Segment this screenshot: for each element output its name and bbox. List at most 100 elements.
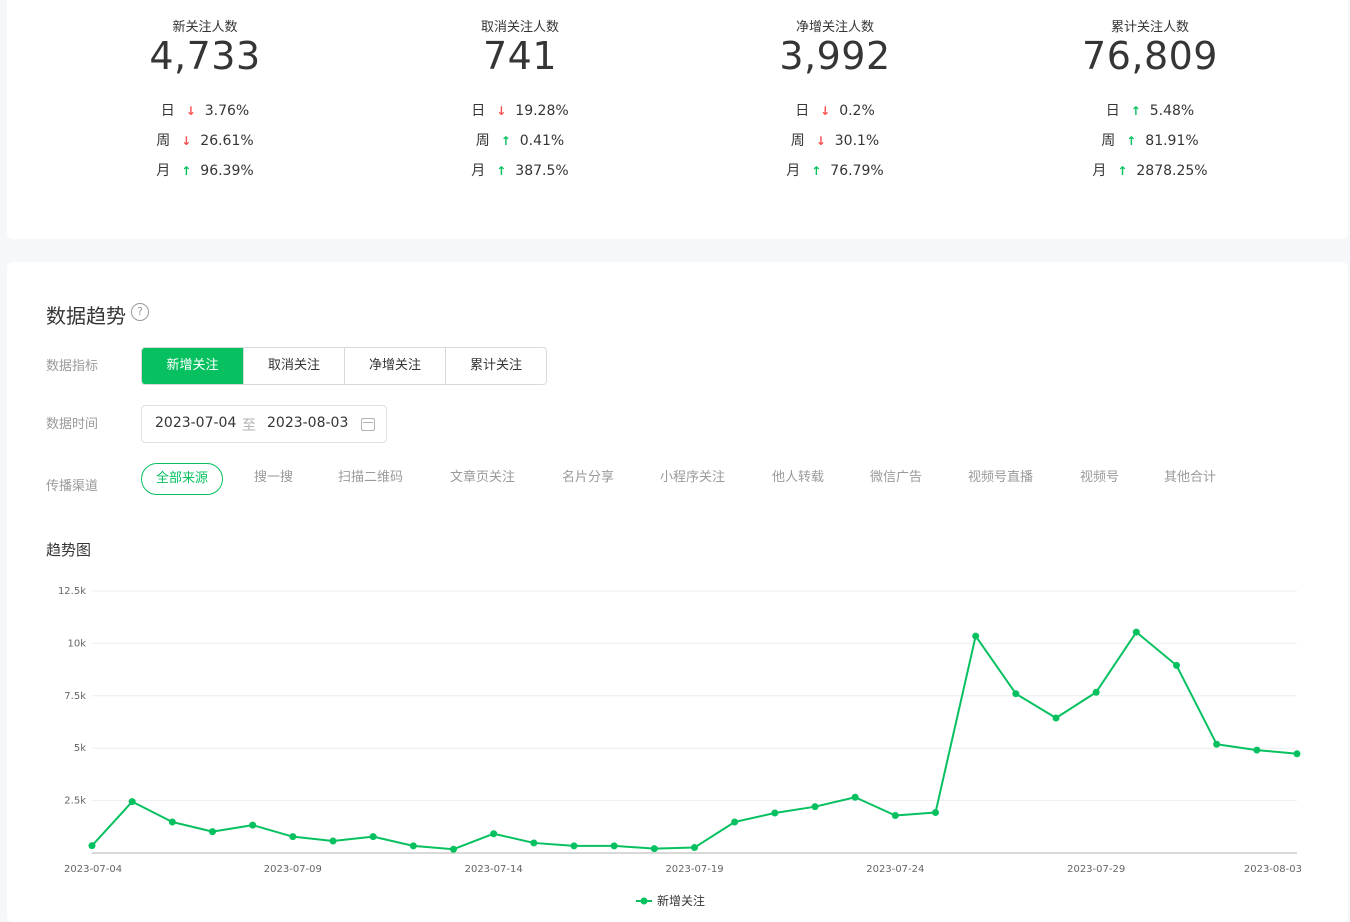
date-range-picker[interactable]: 2023-07-04 至 2023-08-03 <box>141 405 387 443</box>
data-point <box>1173 661 1180 669</box>
data-point <box>691 844 698 852</box>
stat-title: 取消关注人数 <box>480 20 559 35</box>
data-point <box>369 833 377 841</box>
trend-arrow-icon: ↓ <box>815 134 826 148</box>
trend-arrow-icon: ↓ <box>185 104 196 118</box>
channel-chip-miniprogram[interactable]: 小程序关注 <box>660 470 726 485</box>
stats-card: 新关注人数 4,733 日 ↓ 3.76% 周 ↓ 26.61% 月 ↑ 96.39% 取消… <box>7 0 1348 239</box>
time-label: 数据时间 <box>46 417 99 432</box>
y-tick-label: 2.5k <box>64 796 86 807</box>
x-tick-label: 2023-07-29 <box>1067 864 1125 875</box>
x-tick-label: 2023-07-09 <box>264 864 322 875</box>
trend-arrow-icon: ↑ <box>500 134 511 148</box>
calendar-icon[interactable] <box>361 418 375 431</box>
metric-button-unfollow[interactable]: 取消关注 <box>243 348 344 384</box>
legend-marker <box>640 897 648 905</box>
data-point <box>1092 688 1100 696</box>
x-tick-label: 2023-07-04 <box>64 864 122 875</box>
data-point <box>1253 746 1261 754</box>
stat-value: 741 <box>482 34 558 78</box>
trend-card: 数据趋势 ? 数据指标 新增关注 取消关注 净增关注 累计关注 数据时间 202… <box>7 262 1348 922</box>
stat-row-week: 周 ↑ 81.91% <box>1101 133 1199 149</box>
trend-arrow-icon: ↑ <box>811 164 822 178</box>
stat-row-week: 周 ↑ 0.41% <box>475 133 565 149</box>
channel-chip-article[interactable]: 文章页关注 <box>450 470 516 485</box>
channel-chip-card[interactable]: 名片分享 <box>562 470 615 485</box>
x-tick-label: 2023-07-14 <box>465 864 523 875</box>
channel-chip-repost[interactable]: 他人转载 <box>772 470 825 485</box>
stat-row-month: 月 ↑ 2878.25% <box>1092 163 1208 179</box>
data-point <box>530 839 538 847</box>
data-point <box>209 828 216 836</box>
stat-title: 净增关注人数 <box>795 20 874 35</box>
metric-button-new[interactable]: 新增关注 <box>142 348 243 384</box>
trend-arrow-icon: ↑ <box>181 164 192 178</box>
data-point <box>168 818 176 826</box>
date-end[interactable]: 2023-08-03 <box>267 415 349 431</box>
trend-arrow-icon: ↑ <box>1126 134 1137 148</box>
trend-arrow-icon: ↓ <box>496 104 507 118</box>
channel-chip-ads[interactable]: 微信广告 <box>870 470 923 485</box>
y-tick-label: 10k <box>67 638 86 649</box>
y-tick-label: 5k <box>74 743 86 754</box>
data-point <box>128 798 136 806</box>
data-point <box>610 842 618 850</box>
x-tick-label: 2023-08-03 <box>1244 864 1302 875</box>
date-start[interactable]: 2023-07-04 <box>155 415 237 431</box>
legend-label: 新增关注 <box>657 893 705 908</box>
section-title: 数据趋势 <box>46 304 126 328</box>
chart-title: 趋势图 <box>46 541 92 559</box>
stat-value: 4,733 <box>149 34 261 78</box>
stat-value: 3,992 <box>779 34 891 78</box>
data-point <box>1052 714 1060 722</box>
data-point <box>88 842 96 850</box>
channel-chip-live[interactable]: 视频号直播 <box>968 470 1034 485</box>
channel-chip-all[interactable]: 全部来源 <box>141 463 224 495</box>
stat-row-month: 月 ↑ 76.79% <box>786 163 884 179</box>
metric-segmented-control: 新增关注 取消关注 净增关注 累计关注 <box>141 347 547 385</box>
metric-button-total[interactable]: 累计关注 <box>445 348 546 384</box>
help-icon[interactable]: ? <box>131 303 149 321</box>
trend-chart: 2.5k 5k 7.5k 10k 12.5k 2023-07-04 2023-07-09 20… <box>58 586 1302 908</box>
stat-row-day: 日 ↑ 5.48% <box>1105 103 1195 119</box>
data-point <box>1293 750 1301 758</box>
metric-button-net[interactable]: 净增关注 <box>344 348 445 384</box>
y-tick-label: 7.5k <box>64 691 86 702</box>
data-point <box>1012 690 1020 698</box>
y-tick-label: 12.5k <box>58 586 86 597</box>
stat-title: 新关注人数 <box>172 20 238 35</box>
stat-row-day: 日 ↓ 3.76% <box>160 103 250 119</box>
trend-arrow-icon: ↑ <box>496 164 507 178</box>
trend-arrow-icon: ↓ <box>181 134 192 148</box>
data-point <box>771 809 779 817</box>
trend-arrow-icon: ↑ <box>1130 104 1141 118</box>
channel-filter: 全部来源 搜一搜 扫描二维码 文章页关注 名片分享 小程序关注 他人转载 微信广… <box>141 463 1291 495</box>
data-point <box>1213 740 1221 748</box>
data-point <box>891 811 899 819</box>
x-tick-label: 2023-07-24 <box>866 864 924 875</box>
stat-title: 累计关注人数 <box>1110 20 1189 35</box>
x-tick-label: 2023-07-19 <box>665 864 723 875</box>
stat-row-month: 月 ↑ 96.39% <box>156 163 254 179</box>
channel-chip-channels[interactable]: 视频号 <box>1080 470 1120 485</box>
data-point <box>409 842 417 850</box>
data-point <box>932 809 939 817</box>
data-point <box>329 837 337 845</box>
channel-chip-search[interactable]: 搜一搜 <box>254 470 294 485</box>
stat-row-day: 日 ↓ 19.28% <box>471 103 569 119</box>
channel-chip-other[interactable]: 其他合计 <box>1164 470 1217 485</box>
date-separator: 至 <box>242 418 256 434</box>
stat-value: 76,809 <box>1082 34 1218 78</box>
stat-row-week: 周 ↓ 26.61% <box>156 133 254 149</box>
data-point <box>731 818 739 826</box>
data-point <box>450 845 457 853</box>
data-point <box>249 821 257 829</box>
series-line <box>91 631 1298 851</box>
stat-row-day: 日 ↓ 0.2% <box>795 103 875 119</box>
channel-chip-qrcode[interactable]: 扫描二维码 <box>338 470 404 485</box>
stat-row-month: 月 ↑ 387.5% <box>471 163 569 179</box>
data-point <box>490 830 498 838</box>
data-point <box>289 833 297 841</box>
channel-label: 传播渠道 <box>46 479 99 494</box>
data-point <box>972 632 980 640</box>
